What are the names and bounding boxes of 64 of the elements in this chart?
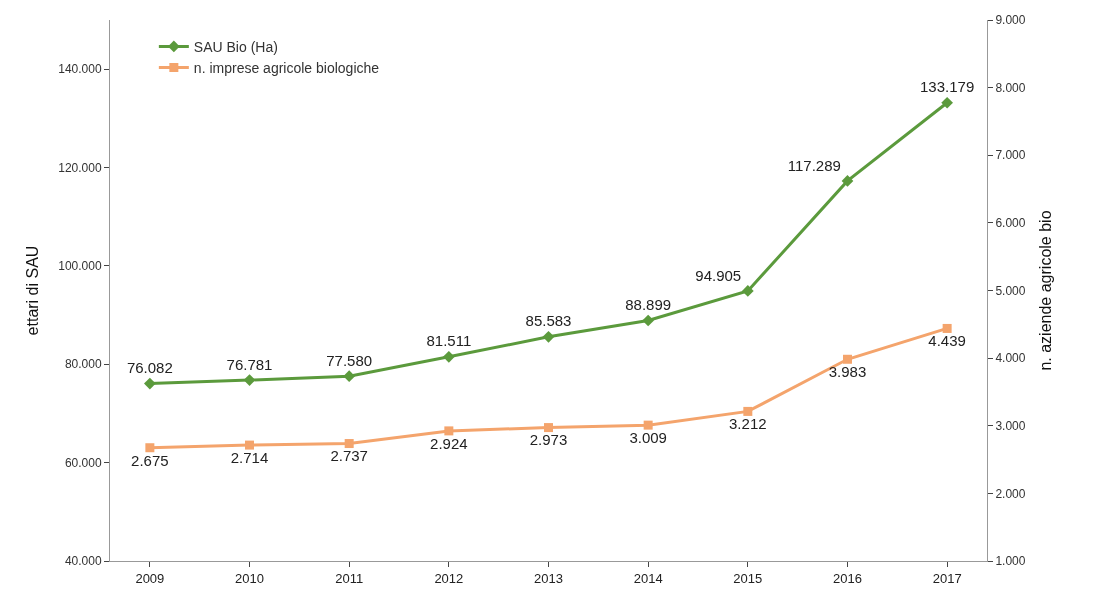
- point: [145, 443, 155, 453]
- point: [542, 330, 555, 343]
- point: [842, 354, 852, 364]
- y2-tick-label: 5.000: [995, 283, 1026, 298]
- x-tick-label: 2015: [733, 570, 763, 586]
- data-label: 2.924: [430, 434, 468, 452]
- y-tick-label: 100.000: [58, 259, 102, 274]
- data-label: 76.082: [126, 359, 173, 377]
- point: [442, 350, 455, 363]
- y2-tick-label: 3.000: [995, 418, 1026, 433]
- y2-tick-label: 6.000: [995, 216, 1026, 231]
- y2-tick-label: 2.000: [995, 486, 1026, 501]
- x-tick-label: 2011: [335, 570, 364, 586]
- data-label: 2.737: [330, 447, 368, 465]
- y2-tick-label: 9.000: [995, 13, 1026, 28]
- x-tick-label: 2009: [135, 570, 165, 586]
- legend-label: n. imprese agricole biologiche: [193, 60, 380, 77]
- y2-tick-label: 4.000: [995, 351, 1026, 366]
- point: [544, 423, 553, 433]
- data-label: 2.675: [131, 451, 169, 469]
- point: [743, 406, 753, 416]
- data-label: 133.179: [920, 78, 975, 96]
- data-label: 3.212: [729, 415, 767, 433]
- x-tick-label: 2014: [633, 570, 663, 586]
- data-label: 94.905: [695, 266, 742, 284]
- point: [245, 440, 255, 450]
- point: [444, 426, 454, 436]
- x-tick-label: 2010: [235, 570, 264, 586]
- data-label: 3.009: [629, 429, 667, 447]
- y-tick-label: 60.000: [64, 455, 102, 470]
- x-tick-label: 2017: [932, 570, 962, 586]
- y2-tick-label: 7.000: [995, 148, 1026, 163]
- data-label: 81.511: [426, 332, 472, 350]
- point: [243, 374, 256, 386]
- point: [941, 96, 953, 109]
- x-tick-label: 2013: [534, 570, 563, 586]
- data-label: 76.781: [226, 355, 273, 373]
- point: [942, 323, 952, 333]
- point: [643, 420, 653, 430]
- x-tick-label: 2012: [434, 570, 464, 586]
- x-tick-label: 2016: [833, 570, 862, 586]
- data-label: 2.714: [230, 448, 269, 466]
- data-label: 88.899: [625, 296, 672, 314]
- point: [642, 314, 655, 327]
- point: [841, 175, 854, 187]
- data-label: 2.973: [529, 431, 568, 449]
- y2-axis-title: n. aziende agricole bio: [1037, 210, 1055, 371]
- y-tick-label: 140.000: [58, 62, 102, 77]
- point: [343, 370, 356, 383]
- data-label: 4.439: [928, 332, 966, 350]
- y-axis-title: ettari di SAU: [24, 245, 42, 336]
- y-tick-label: 120.000: [58, 160, 102, 175]
- y2-tick-label: 1.000: [995, 554, 1026, 569]
- y-tick-label: 40.000: [64, 554, 102, 569]
- point: [344, 439, 354, 449]
- point: [144, 377, 156, 390]
- y-tick-label: 80.000: [64, 357, 102, 372]
- data-label: 85.583: [525, 312, 572, 330]
- data-label: 3.983: [828, 363, 867, 381]
- legend-label: SAU Bio (Ha): [193, 38, 278, 55]
- data-label: 117.289: [787, 156, 841, 174]
- y2-tick-label: 8.000: [995, 80, 1026, 95]
- data-label: 77.580: [326, 351, 373, 369]
- point: [741, 285, 754, 297]
